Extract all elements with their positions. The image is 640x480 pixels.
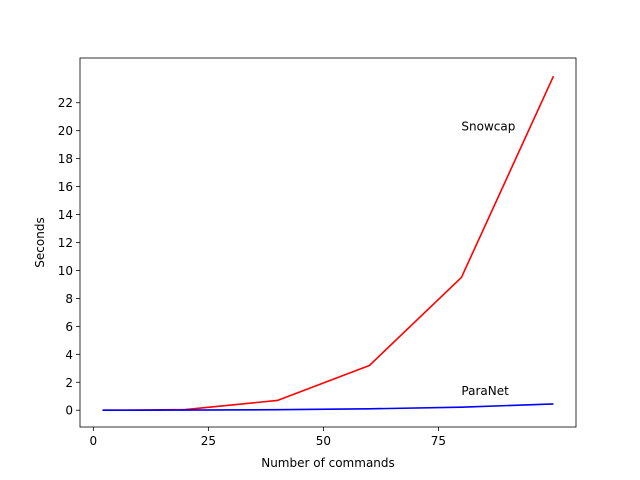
x-tick-label: 0 (90, 434, 98, 448)
y-tick-label: 8 (65, 292, 73, 306)
axes-frame (79, 57, 577, 428)
y-tick-label: 20 (58, 124, 73, 138)
y-axis-ticks: 0 2 4 6 8 10 12 14 16 18 20 22 (58, 96, 80, 418)
y-tick-label: 12 (58, 236, 73, 250)
y-tick-label: 4 (65, 348, 73, 362)
y-tick-label: 18 (58, 152, 73, 166)
annotations-layer: Snowcap ParaNet (461, 120, 515, 398)
annotation-snowcap: Snowcap (461, 120, 515, 134)
series-layer (102, 75, 555, 412)
x-tick-label: 75 (431, 434, 446, 448)
series-line-paranet (102, 403, 554, 412)
y-tick-label: 22 (58, 96, 73, 110)
x-tick-label: 25 (201, 434, 216, 448)
y-axis-label: Seconds (33, 217, 47, 267)
y-tick-label: 2 (65, 376, 73, 390)
y-tick-label: 14 (58, 208, 73, 222)
x-axis-ticks: 0 25 50 75 (90, 427, 446, 448)
y-tick-label: 6 (65, 320, 73, 334)
y-tick-label: 16 (58, 180, 73, 194)
x-tick-label: 50 (316, 434, 331, 448)
x-axis-label: Number of commands (261, 456, 395, 470)
y-tick-label: 10 (58, 264, 73, 278)
y-tick-label: 0 (65, 404, 73, 418)
annotation-paranet: ParaNet (461, 384, 509, 398)
